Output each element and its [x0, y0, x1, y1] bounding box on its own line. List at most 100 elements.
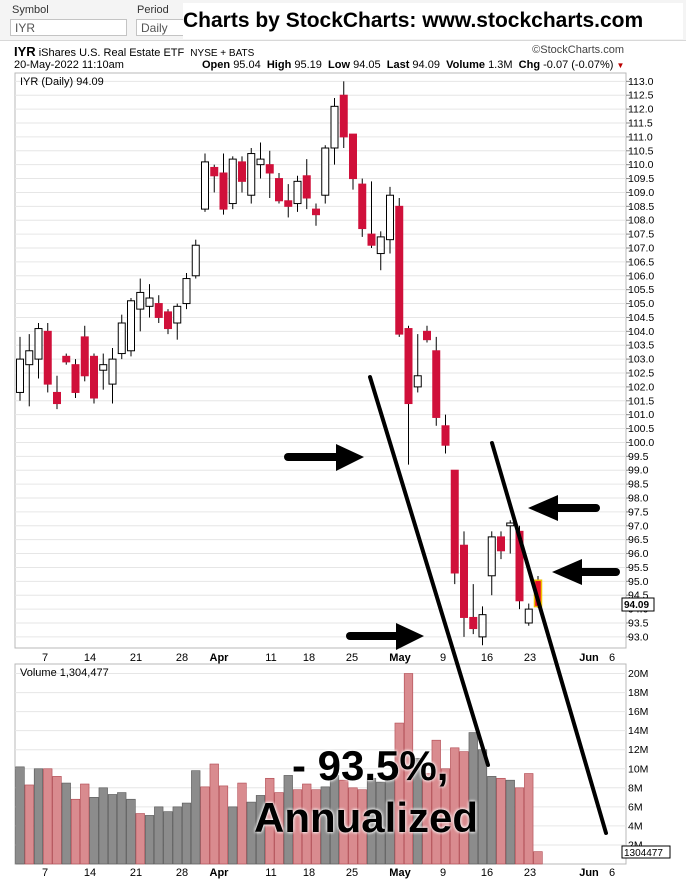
- price-tick-label: 101.0: [628, 409, 654, 421]
- candle: [450, 469, 459, 585]
- date-tick-label: 6: [609, 652, 615, 664]
- price-tick-label: 93.5: [628, 618, 649, 630]
- candle-body: [524, 608, 533, 624]
- candle: [34, 323, 43, 379]
- price-tick-label: 107.0: [628, 243, 654, 255]
- candle-body: [376, 236, 385, 255]
- price-tick-label: 112.5: [628, 90, 654, 102]
- candle-body: [90, 355, 98, 399]
- volume-bar: [191, 770, 201, 865]
- candle-body: [302, 175, 311, 199]
- candle-body: [413, 375, 422, 388]
- candle: [460, 531, 468, 637]
- date-tick-label: 25: [346, 652, 358, 664]
- candle: [367, 181, 376, 248]
- ticker-symbol: IYR: [14, 44, 36, 59]
- price-tick-label: 97.0: [628, 520, 649, 532]
- candle: [395, 198, 404, 337]
- date-tick-label: 7: [42, 867, 48, 879]
- candle: [423, 325, 431, 343]
- price-tick-label: 111.5: [628, 118, 653, 130]
- price-tick-label: 111.0: [628, 131, 653, 143]
- price-tick-label: 109.5: [628, 173, 654, 185]
- candle-body: [395, 205, 404, 335]
- price-tick-label: 113.0: [628, 76, 654, 88]
- period-label: Period: [137, 4, 169, 16]
- candle-body: [154, 303, 163, 318]
- volume-bar: [246, 801, 256, 865]
- price-tick-label: 106.5: [628, 256, 654, 268]
- date-tick-label: 16: [481, 652, 493, 664]
- volume-bar: [228, 806, 238, 865]
- candle: [339, 81, 348, 148]
- candle: [182, 273, 191, 310]
- volume-bar: [450, 747, 460, 865]
- candle: [127, 298, 135, 357]
- trend-line-left: [368, 375, 490, 767]
- volume-bar: [514, 787, 525, 865]
- candle-body: [506, 522, 515, 527]
- candle: [376, 231, 385, 271]
- volume-legend: Volume 1,304,477: [20, 667, 109, 679]
- price-legend: IYR (Daily) 94.09: [20, 76, 104, 88]
- volume-bar: [98, 787, 108, 865]
- candle: [432, 336, 441, 426]
- date-tick-label: 23: [524, 867, 536, 879]
- price-tick-label: 108.0: [628, 215, 654, 227]
- candle-body: [62, 355, 71, 363]
- volume-bar: [302, 783, 312, 865]
- down-triangle-icon: ▼: [616, 61, 625, 70]
- volume-bar: [413, 757, 423, 865]
- candle: [25, 334, 34, 407]
- symbol-input[interactable]: IYR: [10, 19, 127, 36]
- security-name: iShares U.S. Real Estate ETF: [38, 47, 185, 59]
- candle-body: [497, 536, 505, 552]
- price-tick-label: 96.0: [628, 548, 649, 560]
- arrow-left-upper-head: [528, 495, 558, 521]
- candle-body: [478, 614, 487, 638]
- candle-body: [404, 328, 413, 405]
- price-tick-label: 97.5: [628, 506, 649, 518]
- candle: [62, 353, 71, 365]
- candle: [228, 156, 237, 210]
- date-tick-label: 16: [481, 867, 493, 879]
- price-tick-label: 102.5: [628, 368, 654, 380]
- volume-bar: [117, 792, 127, 865]
- volume-bar: [440, 768, 451, 865]
- candle-body: [330, 105, 339, 149]
- candle-body: [423, 330, 431, 341]
- volume-bar: [431, 739, 441, 865]
- candle: [80, 325, 89, 382]
- volume-bar: [107, 794, 118, 865]
- last-value: 94.09: [412, 59, 440, 71]
- candle-body: [312, 208, 320, 216]
- date-tick-label: 6: [609, 867, 615, 879]
- candle-body: [173, 305, 182, 324]
- candle-body: [164, 311, 172, 330]
- open-value: 95.04: [233, 59, 261, 71]
- date-tick-label: 21: [130, 867, 142, 879]
- candle: [293, 175, 302, 212]
- trend-line-right: [490, 441, 608, 835]
- price-tick-label: 103.5: [628, 340, 654, 352]
- volume-bar: [89, 797, 99, 865]
- price-tick-label: 104.5: [628, 312, 654, 324]
- volume-bar: [237, 782, 247, 865]
- candle: [154, 295, 163, 323]
- candle: [16, 336, 24, 401]
- candle-body: [136, 291, 145, 310]
- annotation-line-2: Annualized: [254, 794, 479, 841]
- candle-body: [145, 297, 154, 307]
- toolbar: Symbol IYR Period Daily Charts by StockC…: [0, 0, 686, 41]
- price-tick-label: 96.5: [628, 534, 649, 546]
- volume-bar: [209, 763, 219, 865]
- volume-bar: [274, 792, 284, 865]
- candle-body: [34, 328, 43, 360]
- volume-tick-label: 14M: [628, 725, 648, 737]
- volume-bar: [422, 773, 432, 865]
- volume-bar: [366, 777, 377, 865]
- candle: [164, 309, 172, 335]
